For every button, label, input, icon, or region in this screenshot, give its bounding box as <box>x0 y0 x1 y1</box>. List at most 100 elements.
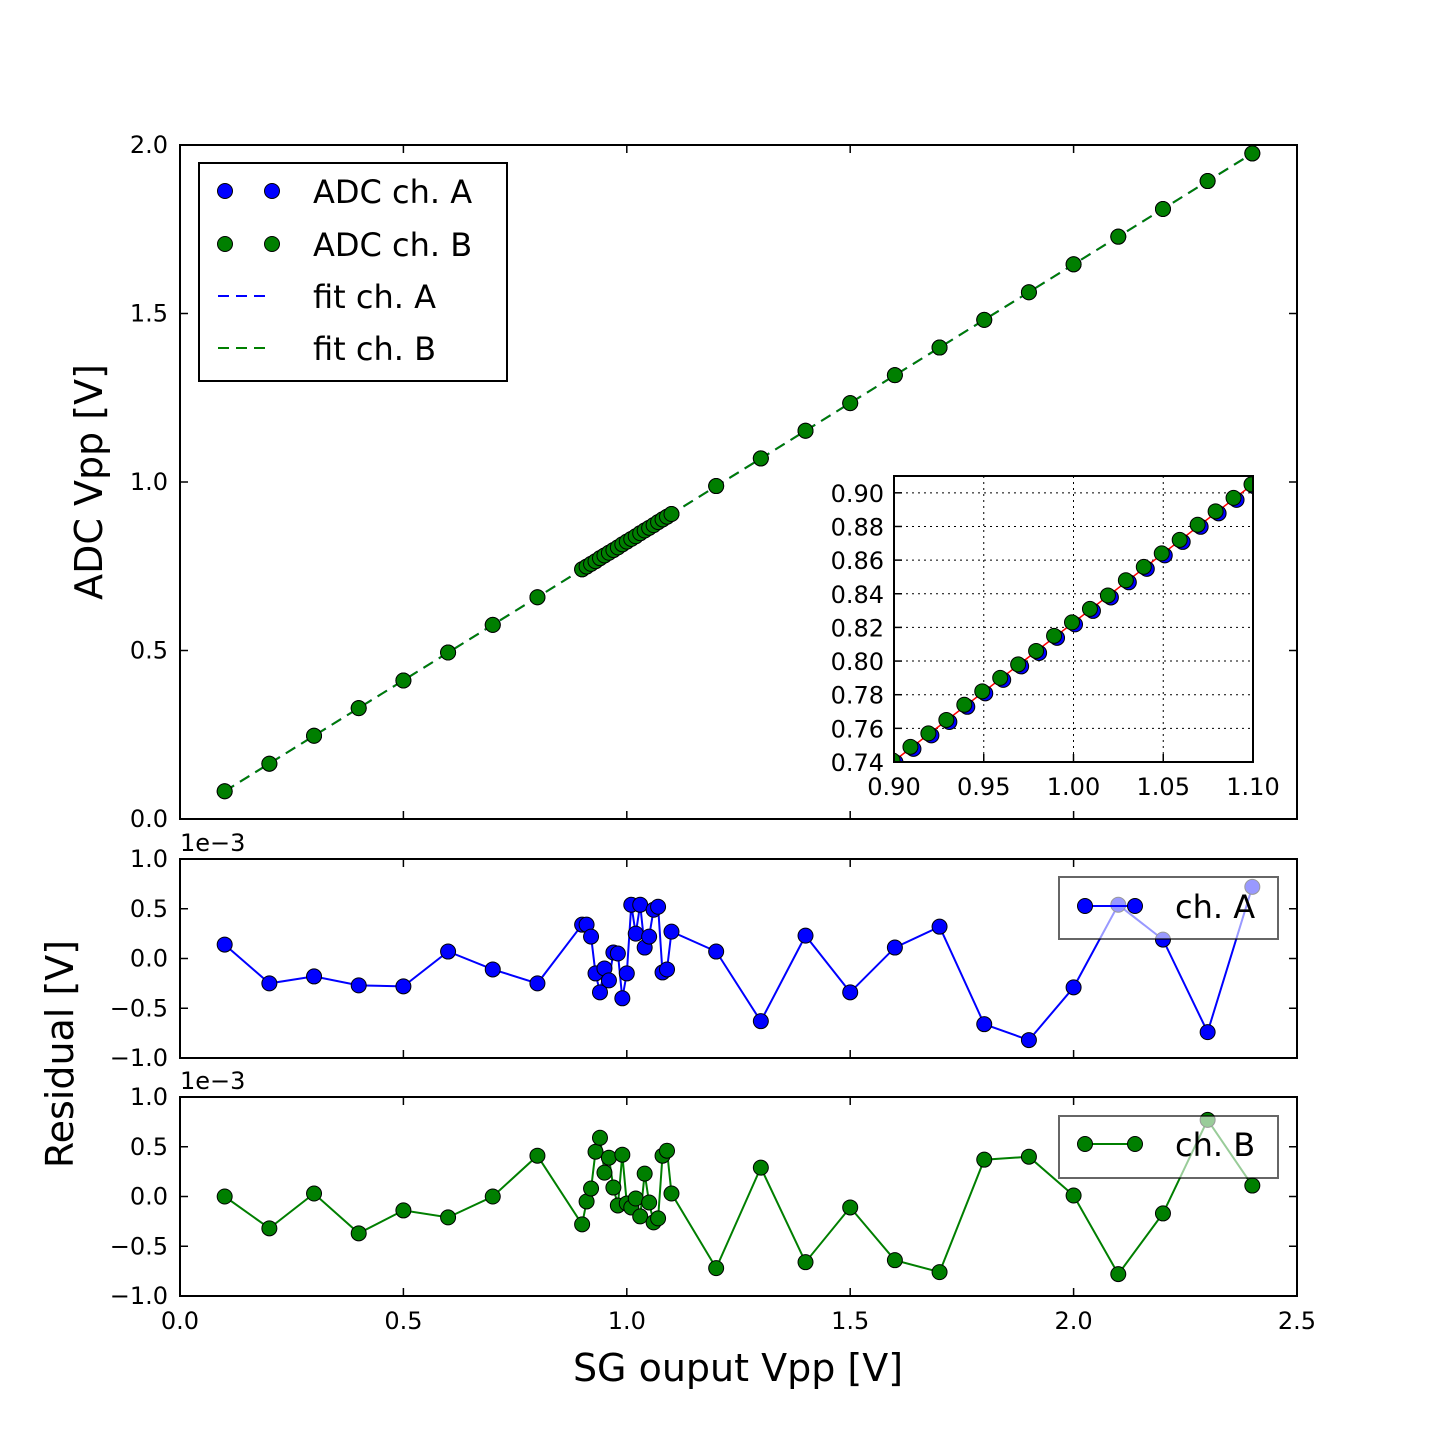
y-tick-label: 0.5 <box>130 1133 168 1161</box>
residual-point-ch-b <box>1110 1266 1127 1283</box>
data-point-ch-b <box>440 644 457 661</box>
data-point-ch-b <box>1065 256 1082 273</box>
inset-y-tick-label: 0.82 <box>831 614 884 642</box>
residual-point-ch-b <box>752 1159 769 1176</box>
main-plot-area <box>216 145 1261 800</box>
y-tick-label: 0.0 <box>130 1183 168 1211</box>
residual-point-ch-b <box>641 1194 658 1211</box>
residual-point-ch-a <box>609 945 626 962</box>
inset-panel: 0.90 0.95 1.00 1.05 1.10 0.74 0.76 0.78 0.80 0.82… <box>831 475 1280 801</box>
inset-y-tick-label: 0.76 <box>831 715 884 743</box>
data-point-ch-b <box>306 727 323 744</box>
residual-point-ch-b <box>1020 1148 1037 1165</box>
main-legend: ADC ch. A ADC ch. B fit ch. A fit ch. B <box>198 162 508 382</box>
y-tick-label: 0.0 <box>130 805 168 833</box>
y-tick-label: 1.5 <box>130 300 168 328</box>
residual-point-ch-a <box>663 923 680 940</box>
residual-point-ch-b <box>261 1220 278 1237</box>
residual-b-ticks: 1.00.50.0−0.5−1.00.0 0.5 1.0 1.5 2.0 2.5 <box>110 1083 1316 1335</box>
residual-point-ch-a <box>216 936 233 953</box>
residual-a-plot-area <box>216 878 1261 1049</box>
residual-point-ch-b <box>886 1252 903 1269</box>
data-point-ch-b <box>752 450 769 467</box>
residual-point-ch-b <box>650 1210 667 1227</box>
y-tick-label: 0.5 <box>130 895 168 923</box>
x-tick-label: 0.5 <box>384 1307 422 1335</box>
inset-point-ch-b <box>1064 614 1080 631</box>
inset-point-ch-b <box>1135 558 1152 575</box>
inset-point-ch-b <box>938 711 955 728</box>
data-point-ch-b <box>1244 145 1261 162</box>
inset-point-ch-b <box>1225 489 1242 506</box>
inset-x-tick-label: 1.10 <box>1226 773 1279 801</box>
inset-point-ch-b <box>992 669 1009 686</box>
inset-point-ch-b <box>1099 587 1116 604</box>
inset-point-ch-b <box>1117 572 1134 589</box>
y-tick-label: −0.5 <box>110 994 168 1022</box>
y-tick-label: 0.5 <box>130 637 168 665</box>
residual-point-ch-b <box>842 1199 859 1216</box>
inset-y-tick-label: 0.74 <box>831 749 884 777</box>
residual-a-legend-marker <box>1077 898 1093 914</box>
y-axis-label-residual: Residual [V] <box>38 940 82 1168</box>
residual-a-legend-box <box>1058 876 1279 940</box>
y-tick-label: 1.0 <box>130 845 168 873</box>
residual-point-ch-b <box>596 1164 613 1181</box>
residual-point-ch-a <box>484 961 501 978</box>
residual-point-ch-a <box>350 977 367 994</box>
residual-a-panel: 1.0 0.5 0.0 −0.5 −1.0 1e−3 ch. A <box>110 829 1298 1072</box>
residual-b-legend: ch. B <box>1058 1115 1279 1179</box>
data-point-ch-b <box>529 589 546 606</box>
residual-point-ch-a <box>632 896 649 913</box>
residual-a-legend-marker <box>1127 898 1143 914</box>
residual-b-legend-marker <box>1077 1136 1093 1152</box>
legend-label-fit-a: fit ch. A <box>313 278 436 316</box>
residual-a-ticks: 1.0 0.5 0.0 −0.5 −1.0 <box>110 845 1298 1072</box>
residual-a-legend: ch. A <box>1058 876 1279 940</box>
residual-point-ch-a <box>797 927 814 944</box>
residual-point-ch-b <box>440 1209 457 1226</box>
legend-marker-ch-b <box>217 236 233 252</box>
inset-x-tick-label: 1.05 <box>1137 773 1190 801</box>
inset-point-ch-b <box>1189 516 1206 533</box>
residual-point-ch-b <box>350 1225 367 1242</box>
data-point-ch-b <box>931 339 948 356</box>
legend-marker-ch-a <box>217 183 233 199</box>
legend-marker-ch-b <box>264 236 280 252</box>
inset-point-ch-b <box>1153 545 1170 562</box>
x-tick-label: 1.5 <box>831 1307 869 1335</box>
inset-plot-area <box>894 476 1253 762</box>
inset-point-ch-b <box>1207 503 1224 520</box>
data-point-ch-b <box>1154 201 1171 218</box>
residual-point-ch-b <box>1244 1177 1261 1194</box>
inset-ticks: 0.90 0.95 1.00 1.05 1.10 0.74 0.76 0.78 0.80 0.82… <box>831 480 1280 801</box>
residual-b-legend-marker <box>1127 1136 1143 1152</box>
x-axis-label: SG ouput Vpp [V] <box>573 1346 903 1390</box>
data-point-ch-b <box>663 506 680 523</box>
data-point-ch-b <box>395 672 412 689</box>
data-point-ch-b <box>976 311 993 328</box>
residual-point-ch-b <box>636 1165 653 1182</box>
inset-y-tick-label: 0.88 <box>831 513 884 541</box>
residual-point-ch-a <box>842 984 859 1001</box>
residual-b-panel: 1.00.50.0−0.5−1.00.0 0.5 1.0 1.5 2.0 2.5 1e−3… <box>110 1067 1316 1335</box>
data-point-ch-b <box>708 478 725 495</box>
residual-point-ch-b <box>600 1149 617 1166</box>
residual-point-ch-b <box>632 1208 649 1225</box>
residual-point-ch-a <box>976 1016 993 1033</box>
residual-point-ch-b <box>574 1216 591 1233</box>
residual-point-ch-b <box>395 1202 412 1219</box>
y-tick-label: −1.0 <box>110 1282 168 1310</box>
inset-point-ch-b <box>956 696 973 713</box>
residual-point-ch-a <box>395 978 412 995</box>
inset-point-ch-b <box>974 683 991 700</box>
main-panel: 0.0 0.5 1.0 1.5 2.0 <box>130 131 1298 833</box>
residual-b-plot-area <box>216 1111 1261 1283</box>
residual-point-ch-a <box>650 898 667 915</box>
residual-point-ch-b <box>627 1190 644 1207</box>
residual-a-legend-label: ch. A <box>1175 888 1255 926</box>
y-tick-label: 0.0 <box>130 945 168 973</box>
fit-line-ch-b <box>224 152 1253 793</box>
residual-point-ch-b <box>1154 1205 1171 1222</box>
residual-point-ch-a <box>886 939 903 956</box>
